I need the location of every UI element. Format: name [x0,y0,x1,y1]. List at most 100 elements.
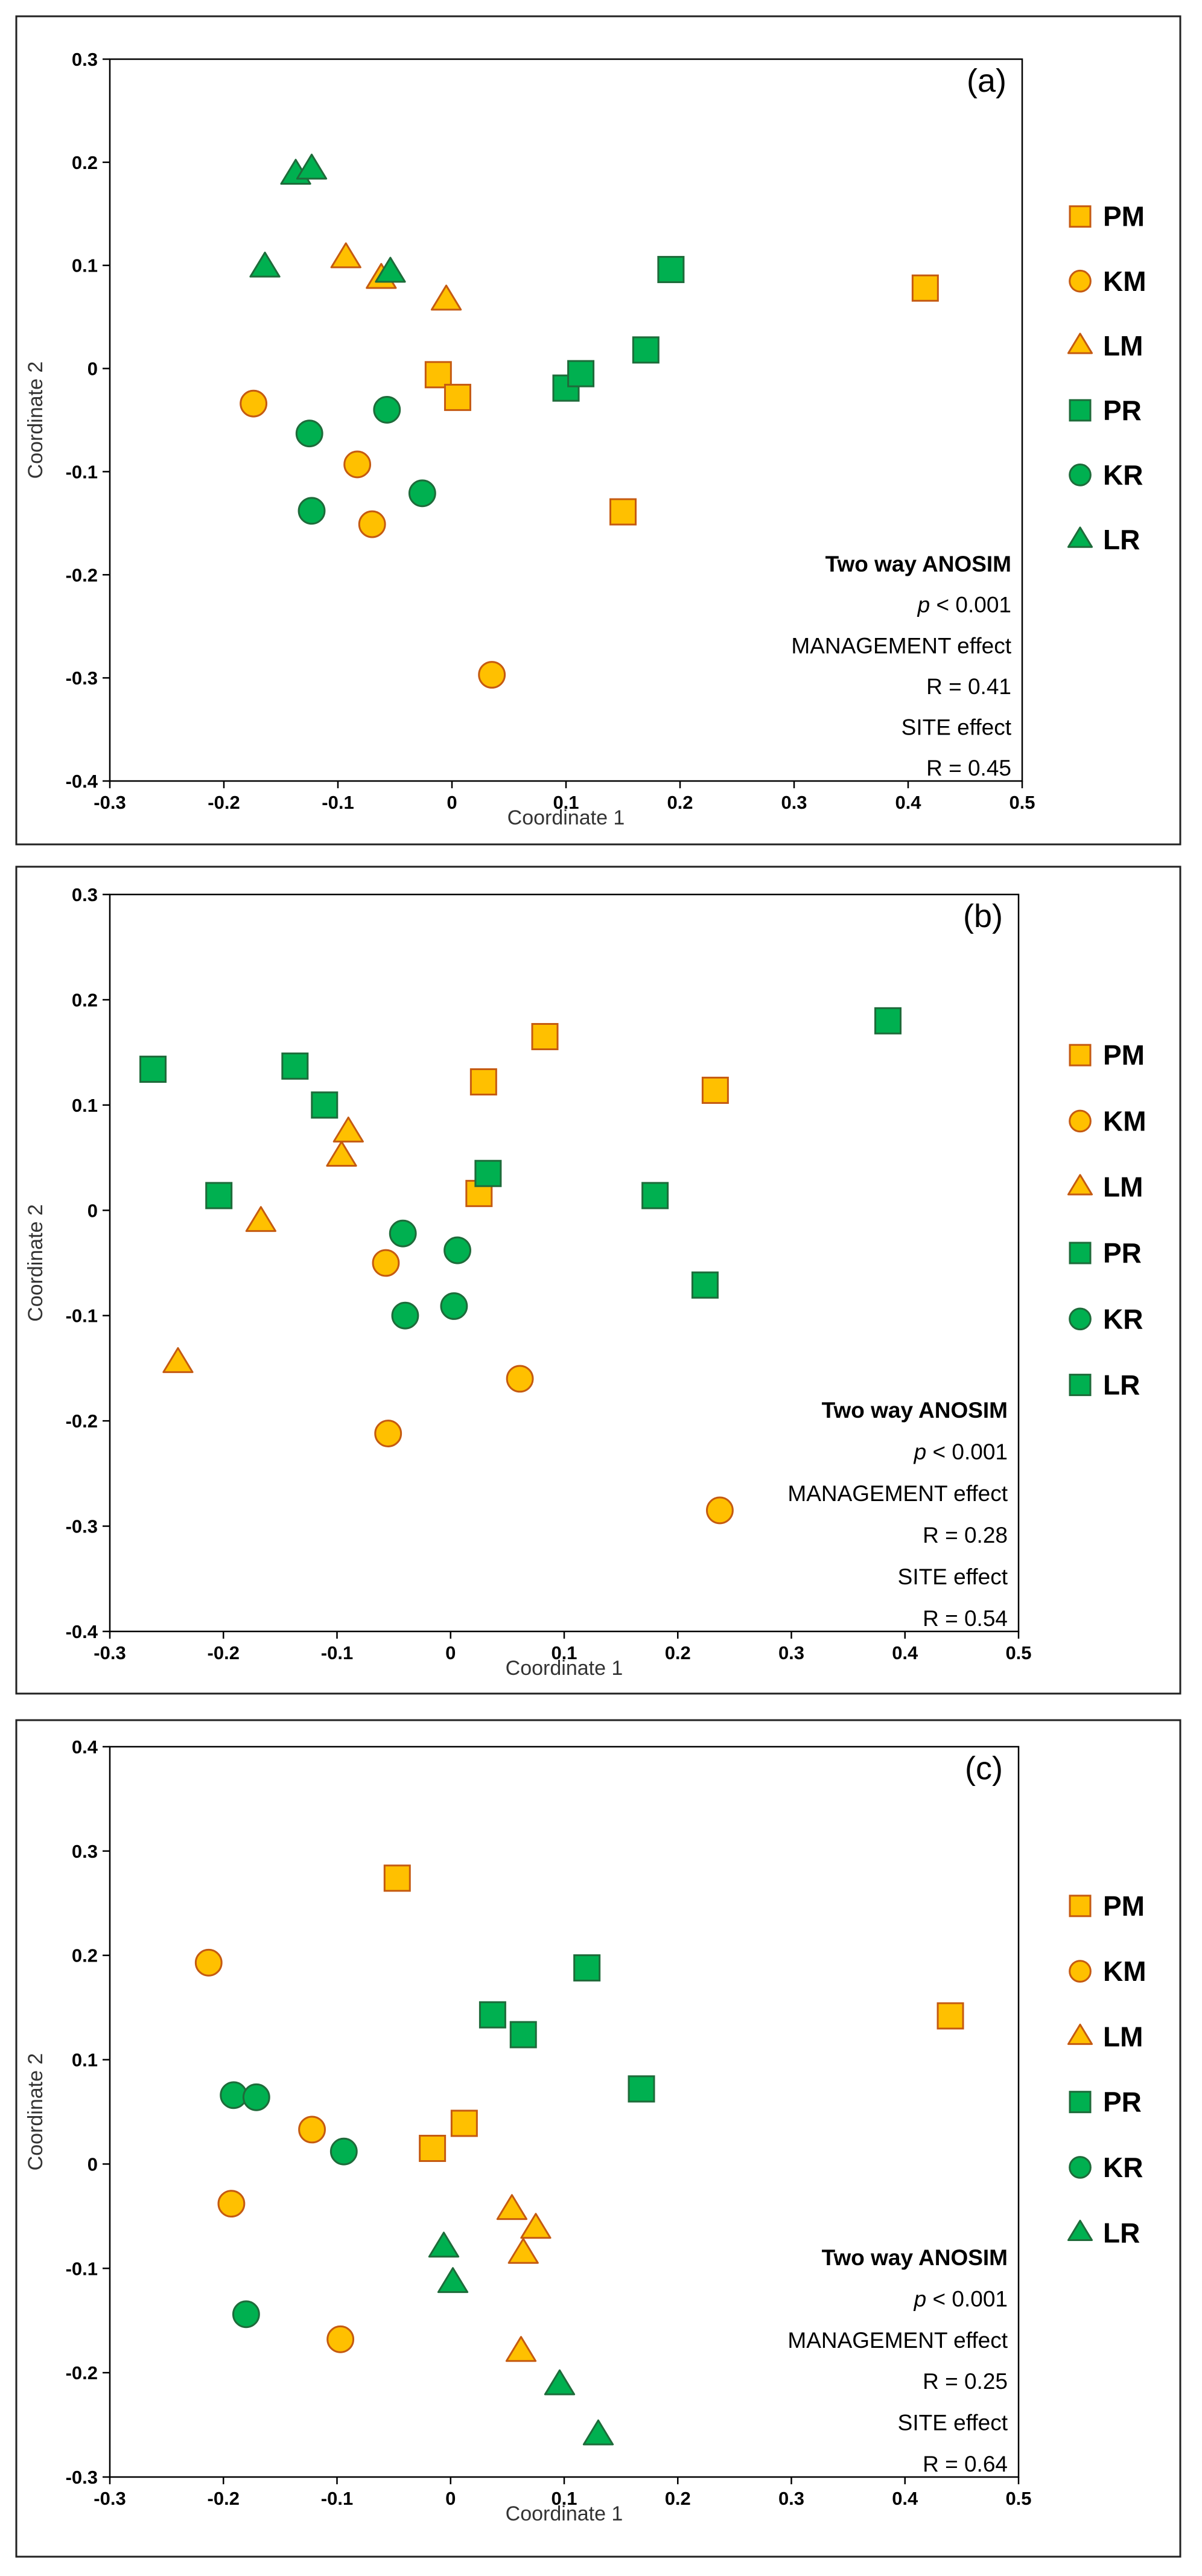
y-tick-label: -0.1 [66,1306,98,1327]
y-tick-label: 0.3 [72,49,98,70]
x-tick-label: 0 [445,1642,456,1663]
x-tick-label: 0.2 [667,792,693,813]
anosim-title: Two way ANOSIM [822,2245,1008,2270]
data-point-pm [531,1022,559,1050]
panel-letter: (a) [967,63,1006,99]
data-point-lr [437,2267,469,2294]
data-point-pr [567,360,595,387]
x-tick-label: -0.1 [322,792,354,813]
panel-frame [15,15,1181,846]
data-point-pm [419,2135,447,2162]
y-tick-label: -0.2 [66,1411,98,1432]
legend-marker-lr [1067,2219,1093,2242]
y-tick-label: -0.4 [66,771,98,792]
data-point-lm [326,1141,357,1167]
data-point-lm [245,1206,277,1232]
data-point-pm [444,383,471,411]
data-point-pr [479,2001,506,2029]
anosim-p-symbol: p [914,2286,927,2311]
x-tick-label: 0 [445,2488,456,2509]
data-point-lr [296,153,328,180]
anosim-line4: R = 0.41 [926,674,1011,699]
y-tick-label: 0.2 [72,152,98,173]
data-point-lm [332,1116,364,1143]
data-point-lr [582,2419,614,2446]
y-tick-label: 0 [87,1200,98,1221]
y-tick-label: -0.3 [66,1516,98,1537]
y-axis-label: Coordinate 2 [24,362,47,479]
x-tick-label: 0.2 [665,1642,691,1663]
anosim-p-rest: < 0.001 [926,1439,1008,1464]
x-tick-label: -0.3 [94,1642,126,1663]
data-point-kr [389,1219,417,1248]
anosim-line5: SITE effect [898,1564,1008,1589]
x-tick-label: 0.1 [551,1642,577,1663]
chart-panel-1: -0.3 -0.2 -0.1 0 0.1 0.2 0.3 0.4 0.5-0.4-0.3-0.2… [15,15,1181,846]
y-tick-label: -0.2 [66,564,98,585]
data-point-kr [295,419,323,448]
y-tick-label: 0 [87,359,98,380]
y-tick-label: -0.2 [66,2362,98,2383]
legend-label-pm: PM [1103,1890,1145,1922]
legend-marker-kr [1069,1307,1092,1331]
y-tick-label: 0.1 [72,255,98,276]
data-point-pr [632,336,660,364]
data-point-pr [474,1159,502,1187]
panel-letter: (b) [963,898,1003,934]
data-point-kr [408,479,436,508]
data-point-kr [440,1292,468,1320]
data-point-kr [297,497,326,525]
x-tick-label: -0.2 [208,792,240,813]
anosim-line3: MANAGEMENT effect [791,633,1011,658]
data-point-km [478,661,506,689]
data-point-km [358,510,386,538]
data-point-pm [424,361,452,389]
data-point-pm [609,498,637,526]
chart-panel-2: -0.3 -0.2 -0.1 0 0.1 0.2 0.3 0.4 0.5-0.4-0.3-0.2… [15,866,1181,1695]
y-tick-label: 0.1 [72,1095,98,1116]
legend-label-kr: KR [1103,1303,1143,1334]
data-point-lm [505,2336,537,2362]
legend-label-lm: LM [1103,1172,1143,1203]
y-tick-label: -0.1 [66,2258,98,2279]
anosim-line5: SITE effect [901,715,1012,739]
y-tick-label: -0.3 [66,668,98,689]
legend-marker-lm [1067,1174,1093,1196]
legend-marker-pm [1069,1895,1092,1918]
y-tick-label: 0.2 [72,1945,98,1966]
anosim-p-rest: < 0.001 [926,2286,1008,2311]
y-tick-label: -0.1 [66,461,98,482]
data-point-lm [520,2213,552,2239]
y-axis-label: Coordinate 2 [24,1204,47,1322]
y-tick-label: 0.3 [72,884,98,905]
x-tick-label: -0.3 [94,792,126,813]
legend-label-km: KM [1103,266,1146,297]
y-tick-label: -0.3 [66,2467,98,2488]
data-point-pr [509,2021,537,2048]
x-tick-label: -0.2 [208,2488,240,2509]
data-point-km [194,1948,223,1977]
data-point-lm [162,1347,194,1373]
y-tick-label: 0 [87,2154,98,2175]
x-axis-label: Coordinate 1 [507,806,625,829]
legend-label-lr: LR [1103,1369,1140,1401]
legend-marker-km [1069,1109,1092,1133]
x-tick-label: 0.5 [1009,792,1035,813]
data-point-pm [911,274,939,302]
legend-label-lm: LM [1103,2021,1143,2052]
anosim-p-rest: < 0.001 [930,593,1011,617]
anosim-line4: R = 0.28 [923,1523,1008,1548]
panel-frame [15,866,1181,1695]
panel-frame [15,1719,1181,2558]
data-point-lm [507,2237,539,2264]
data-point-km [705,1496,734,1525]
x-tick-label: 0.3 [781,792,807,813]
x-tick-label: -0.1 [321,2488,353,2509]
anosim-p-value: p < 0.001 [914,1439,1008,1464]
legend-label-lr: LR [1103,524,1140,555]
legend-label-pm: PM [1103,1039,1145,1071]
legend-marker-pr [1069,1242,1092,1264]
x-tick-label: 0.5 [1005,1642,1031,1663]
legend-marker-lr [1067,526,1093,548]
data-point-pr [311,1091,339,1119]
